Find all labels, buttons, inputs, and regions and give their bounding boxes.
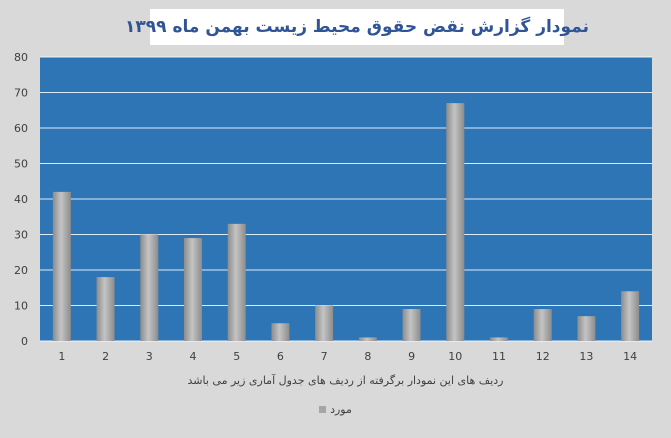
x-tick-label: 3 — [146, 350, 153, 363]
chart-title-box: نمودار گزارش نقض حقوق محیط زیست بهمن ماه… — [125, 9, 589, 45]
x-tick-label: 6 — [277, 350, 284, 363]
bar-9 — [402, 309, 421, 341]
y-tick-label: 0 — [21, 335, 28, 348]
y-tick-label: 10 — [14, 300, 28, 313]
bar-3 — [140, 234, 159, 341]
y-tick-label: 80 — [14, 51, 28, 64]
x-tick-label: 8 — [364, 350, 371, 363]
legend-label: مورد — [330, 403, 352, 416]
bar-7 — [315, 305, 334, 341]
x-tick-label: 7 — [321, 350, 328, 363]
x-tick-label: 10 — [448, 350, 462, 363]
bar-12 — [533, 309, 552, 341]
bar-13 — [577, 316, 596, 341]
y-tick-label: 60 — [14, 122, 28, 135]
legend: مورد — [0, 403, 671, 416]
y-tick-label: 70 — [14, 87, 28, 100]
x-tick-label: 4 — [190, 350, 197, 363]
x-tick-label: 13 — [579, 350, 593, 363]
chart-title: نمودار گزارش نقض حقوق محیط زیست بهمن ماه… — [125, 17, 589, 37]
bar-14 — [621, 291, 640, 341]
y-tick-label: 20 — [14, 264, 28, 277]
x-tick-label: 11 — [492, 350, 506, 363]
x-tick-label: 9 — [408, 350, 415, 363]
legend-swatch — [319, 406, 327, 413]
x-tick-label: 14 — [623, 350, 637, 363]
y-tick-label: 30 — [14, 229, 28, 242]
bar-11 — [490, 337, 508, 341]
bar-8 — [358, 337, 377, 341]
bar-10 — [446, 103, 465, 342]
x-tick-label: 2 — [102, 350, 109, 363]
x-tick-label: 1 — [58, 350, 65, 363]
bar-6 — [271, 323, 290, 341]
x-tick-label: 12 — [536, 350, 550, 363]
x-axis-note: ردیف های این نمودار برگرفته از ردیف های … — [187, 374, 504, 387]
bar-1 — [52, 191, 71, 341]
bar-2 — [96, 277, 115, 341]
y-tick-label: 40 — [14, 193, 28, 206]
x-tick-label: 5 — [233, 350, 240, 363]
bar-5 — [227, 223, 246, 341]
bar-4 — [184, 238, 202, 341]
y-tick-label: 50 — [14, 158, 28, 171]
